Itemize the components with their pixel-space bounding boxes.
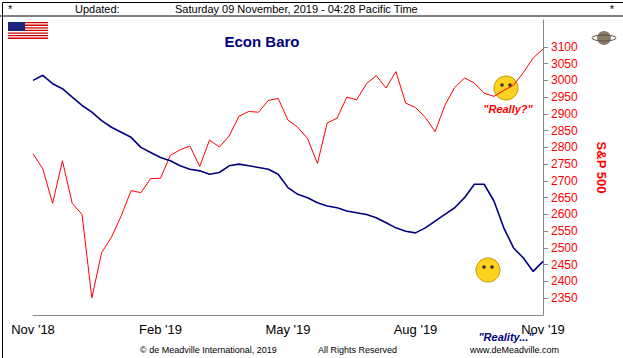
svg-text:Aug '19: Aug '19 bbox=[394, 322, 438, 337]
svg-text:2450: 2450 bbox=[551, 258, 578, 272]
svg-text:Updated:: Updated: bbox=[75, 3, 120, 15]
svg-text:2950: 2950 bbox=[551, 90, 578, 104]
svg-text:2400: 2400 bbox=[551, 274, 578, 288]
svg-text:2750: 2750 bbox=[551, 157, 578, 171]
svg-text:3000: 3000 bbox=[551, 73, 578, 87]
svg-text:2800: 2800 bbox=[551, 140, 578, 154]
svg-text:www.deMeadville.com: www.deMeadville.com bbox=[469, 345, 559, 355]
svg-text:2650: 2650 bbox=[551, 191, 578, 205]
svg-text:*: * bbox=[610, 3, 615, 15]
svg-text:Saturday 09 November, 2019 - 0: Saturday 09 November, 2019 - 04:28 Pacif… bbox=[175, 3, 418, 15]
svg-text:2500: 2500 bbox=[551, 241, 578, 255]
svg-text:© de Meadville International,: © de Meadville International, 2019 bbox=[140, 345, 277, 355]
svg-text:"Really?": "Really?" bbox=[483, 103, 533, 115]
svg-text:3050: 3050 bbox=[551, 57, 578, 71]
svg-text:*: * bbox=[8, 3, 13, 15]
svg-text:2900: 2900 bbox=[551, 107, 578, 121]
svg-text:2700: 2700 bbox=[551, 174, 578, 188]
svg-text:Econ Baro: Econ Baro bbox=[224, 33, 299, 50]
svg-text:All Rights Reserved: All Rights Reserved bbox=[318, 345, 397, 355]
svg-text:S&P 500: S&P 500 bbox=[594, 142, 609, 194]
svg-text:2550: 2550 bbox=[551, 224, 578, 238]
svg-text:Nov '19: Nov '19 bbox=[521, 322, 565, 337]
svg-text:2350: 2350 bbox=[551, 291, 578, 305]
svg-text:2850: 2850 bbox=[551, 124, 578, 138]
svg-text:Feb '19: Feb '19 bbox=[139, 322, 182, 337]
svg-text:3100: 3100 bbox=[551, 40, 578, 54]
svg-text:2600: 2600 bbox=[551, 207, 578, 221]
svg-text:May '19: May '19 bbox=[265, 322, 310, 337]
svg-text:"Reality...": "Reality..." bbox=[478, 330, 534, 343]
svg-text:Nov '18: Nov '18 bbox=[11, 322, 55, 337]
